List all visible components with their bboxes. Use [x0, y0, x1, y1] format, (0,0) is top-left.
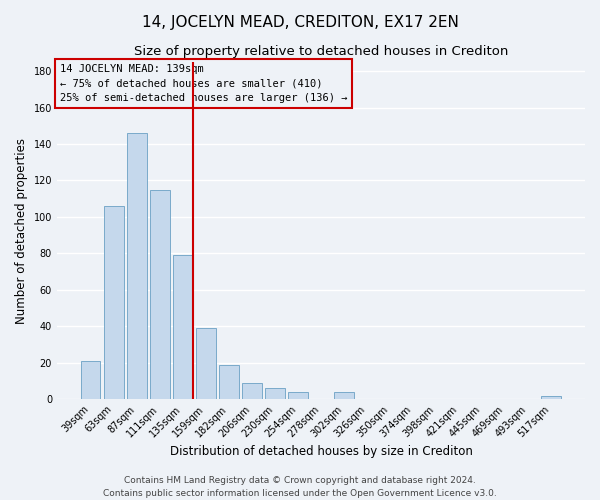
- Title: Size of property relative to detached houses in Crediton: Size of property relative to detached ho…: [134, 45, 508, 58]
- Bar: [219, 364, 239, 399]
- Bar: [81, 361, 100, 399]
- Bar: [242, 383, 262, 399]
- Bar: [173, 255, 193, 399]
- X-axis label: Distribution of detached houses by size in Crediton: Distribution of detached houses by size …: [170, 444, 472, 458]
- Bar: [334, 392, 354, 399]
- Bar: [150, 190, 170, 399]
- Bar: [541, 396, 561, 399]
- Text: Contains HM Land Registry data © Crown copyright and database right 2024.
Contai: Contains HM Land Registry data © Crown c…: [103, 476, 497, 498]
- Bar: [104, 206, 124, 399]
- Y-axis label: Number of detached properties: Number of detached properties: [15, 138, 28, 324]
- Bar: [196, 328, 215, 399]
- Bar: [127, 133, 146, 399]
- Bar: [265, 388, 284, 399]
- Bar: [288, 392, 308, 399]
- Text: 14 JOCELYN MEAD: 139sqm
← 75% of detached houses are smaller (410)
25% of semi-d: 14 JOCELYN MEAD: 139sqm ← 75% of detache…: [59, 64, 347, 103]
- Text: 14, JOCELYN MEAD, CREDITON, EX17 2EN: 14, JOCELYN MEAD, CREDITON, EX17 2EN: [142, 15, 458, 30]
